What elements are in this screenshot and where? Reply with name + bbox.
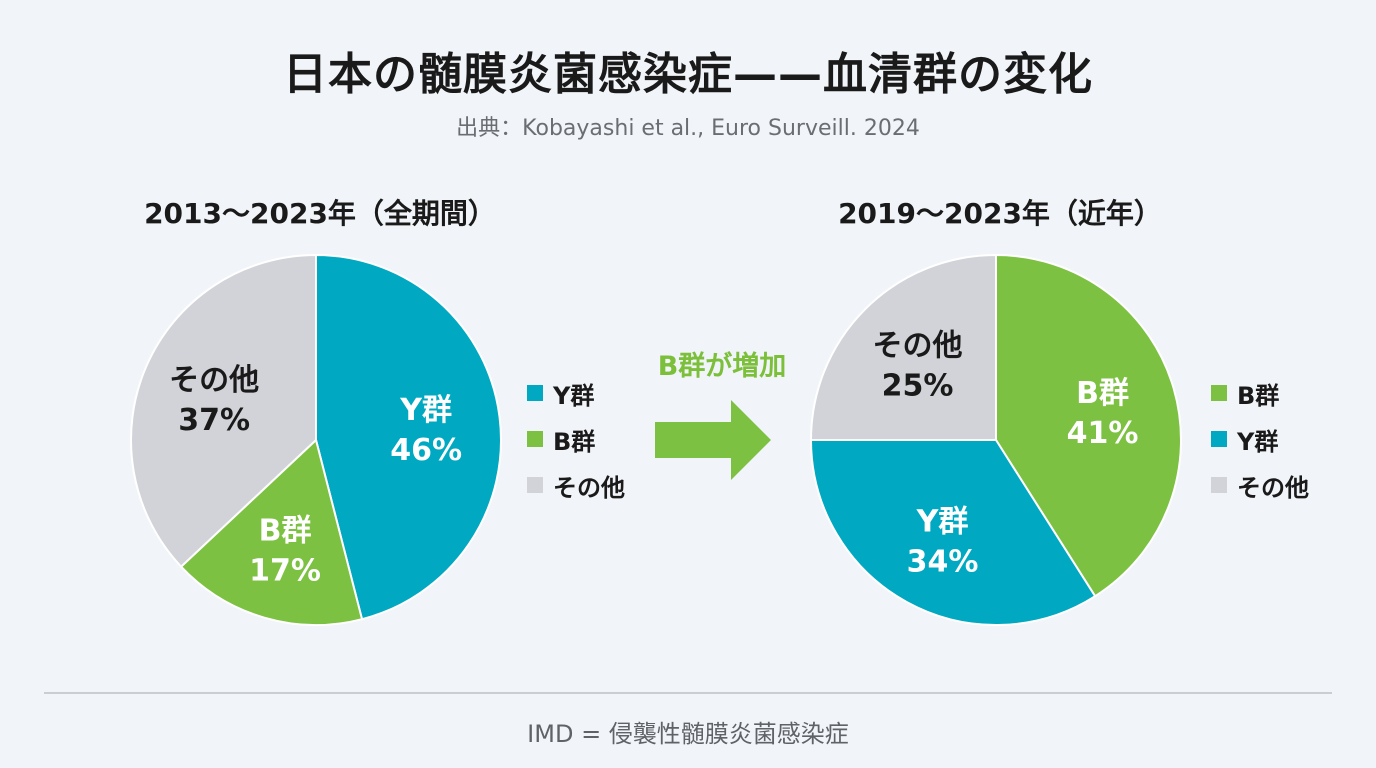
right-arrow-icon [655,400,771,480]
legend-label: Y群 [1237,427,1279,456]
source-citation: 出典：Kobayashi et al., Euro Surveill. 2024 [456,116,920,141]
slice-label-b: B群 [1076,376,1129,411]
pie-slice-other [809,253,997,441]
pie-slice-other [130,253,317,569]
slice-value-b: 41% [1067,416,1139,451]
legend-swatch [1211,431,1227,447]
legend-label: B群 [553,427,596,456]
legend-recent: B群 Y群その他 [1211,370,1309,508]
slice-value-other: 25% [882,369,954,404]
legend-label: その他 [553,473,625,502]
pie-slice-y [315,253,502,621]
legend-item-b: B群 [527,416,625,462]
legend-swatch [1211,477,1227,493]
chart-title-recent: 2019〜2023年（近年） [838,197,1162,230]
slice-label-y: Y群 [916,504,969,539]
increase-callout: B群が増加 [657,351,787,382]
pie-slice-b [995,253,1182,598]
legend-label: B群 [1237,381,1280,410]
legend-label: その他 [1237,473,1309,502]
divider [44,692,1332,694]
legend-swatch [527,385,543,401]
chart-title-all-period: 2013〜2023年（全期間） [144,197,496,230]
page-title: 日本の髄膜炎菌感染症——血清群の変化 [283,49,1093,100]
slice-label-other: その他 [169,363,259,398]
slice-value-other: 37% [178,403,250,438]
slice-label-b: B群 [259,514,312,549]
slice-label-y: Y群 [399,393,452,428]
pie-slice-y [809,439,1097,626]
footnote: IMD = 侵襲性髄膜炎菌感染症 [527,720,849,748]
legend-label: Y群 [553,381,595,410]
legend-item-other: その他 [527,462,625,508]
legend-all-period: Y群 B群その他 [527,370,625,508]
legend-item-other: その他 [1211,462,1309,508]
slice-value-y: 46% [390,433,462,468]
legend-swatch [527,477,543,493]
legend-item-b: B群 [1211,370,1309,416]
legend-item-y: Y群 [527,370,625,416]
legend-swatch [527,431,543,447]
slice-label-other: その他 [873,329,963,364]
legend-swatch [1211,385,1227,401]
pie-slice-b [179,438,364,626]
legend-item-y: Y群 [1211,416,1309,462]
pie-chart-recent: B群 41% Y群 34% その他 25% [809,253,1182,626]
pie-chart-all-period: Y群 46% B群 17% その他 37% [130,253,502,626]
slice-value-b: 17% [249,554,321,589]
slice-value-y: 34% [907,544,979,579]
